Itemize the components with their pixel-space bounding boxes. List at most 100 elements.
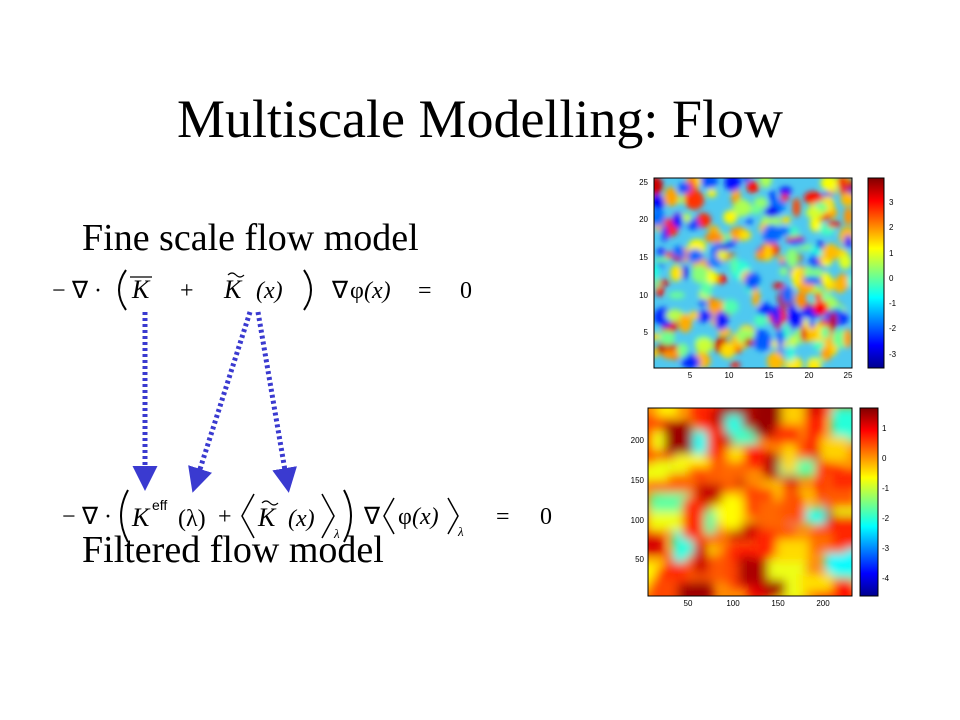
fine-field-blob: [781, 286, 794, 304]
fine-field-blob: [673, 255, 681, 262]
filtered-field-block: [648, 535, 664, 555]
fine-map-colorbar: [867, 177, 885, 369]
filtered-y-tick: 100: [631, 516, 645, 525]
fine-colorbar-ticks: 3 2 1 0 -1 -2 -3: [889, 198, 897, 359]
fine-y-tick: 20: [639, 215, 648, 224]
filtered-cbar-tick: -1: [882, 484, 890, 493]
fine-field-blob: [672, 212, 684, 228]
eq1-left-paren: [118, 269, 127, 311]
fine-field-blob: [744, 272, 761, 290]
eq2-left-angle: [241, 493, 255, 539]
fine-field-blob: [678, 313, 692, 333]
fine-field-blob: [803, 191, 823, 205]
fine-field-blob: [826, 221, 842, 228]
fine-cbar-tick: 2: [889, 223, 894, 232]
fine-field-blob: [787, 344, 795, 363]
fine-field-blob: [694, 178, 702, 187]
fine-field-blob: [781, 216, 791, 225]
eq2-lambda-sub-2: λ: [457, 524, 464, 539]
fine-field-blob: [715, 311, 728, 331]
fine-field-blob: [757, 306, 775, 316]
filtered-x-tick: 100: [726, 599, 740, 608]
filtered-map-frame: [647, 407, 853, 597]
filtered-cbar-tick: 1: [882, 424, 887, 433]
filtered-field-block: [656, 408, 679, 418]
filtered-field-block: [693, 543, 709, 574]
bullet-fine-scale: Fine scale flow model: [82, 217, 419, 259]
fine-field-blob: [768, 189, 776, 205]
fine-field-blob: [840, 192, 852, 207]
fine-field-blob: [838, 178, 847, 195]
fine-y-tick: 10: [639, 291, 648, 300]
fine-field-blob: [784, 356, 803, 368]
fine-field-blob: [767, 351, 784, 368]
fine-field-blob: [732, 199, 752, 217]
fine-map-y-ticks: 25 20 15 10 5: [639, 178, 648, 337]
fine-field-blob: [792, 197, 801, 218]
fine-field-blob: [752, 288, 760, 307]
fine-field-blob: [665, 309, 684, 322]
fine-map-frame: [653, 177, 853, 369]
fine-x-tick: 25: [844, 371, 853, 380]
fine-field-blob: [700, 280, 713, 297]
fine-field-blob: [821, 243, 840, 261]
fine-field-blob: [809, 327, 817, 340]
fine-field-blob: [789, 304, 796, 322]
fine-field-blob: [786, 226, 799, 238]
fine-field-blob: [817, 202, 829, 213]
eq2-minus: −: [62, 504, 76, 530]
fine-field-blob: [778, 255, 785, 264]
eq2-K-arg: (x): [288, 506, 315, 532]
filtered-field-block: [741, 445, 765, 467]
filtered-cbar-tick: -2: [882, 514, 890, 523]
fine-field-blob: [681, 355, 701, 368]
eq2-K: K: [131, 503, 151, 532]
filtered-map-x-ticks: 50 100 150 200: [684, 599, 831, 608]
eq2-left-paren: [120, 489, 129, 543]
fine-field-blob: [745, 217, 753, 225]
fine-field-blob: [722, 299, 739, 315]
eq1-right-paren: [303, 269, 312, 311]
fine-field-blob: [785, 248, 799, 268]
filtered-field-block: [831, 408, 852, 443]
fine-field-blob: [689, 310, 700, 321]
filtered-field-block: [754, 529, 774, 559]
fine-field-blob: [843, 328, 852, 349]
eq1-zero: 0: [460, 278, 472, 304]
fine-field-blob: [706, 258, 722, 268]
filtered-y-tick: 200: [631, 436, 645, 445]
eq1-plus: +: [180, 278, 194, 304]
fine-field-blob: [810, 216, 822, 232]
fine-field-blob: [780, 193, 790, 202]
eq1-tilde: [227, 272, 245, 278]
filtered-field-block: [674, 450, 710, 467]
eq1-phi-arg: (x): [364, 278, 391, 304]
filtered-x-tick: 150: [771, 599, 785, 608]
fine-field-blob: [696, 212, 712, 228]
fine-field-blob: [659, 330, 676, 346]
fine-field-blob: [820, 178, 838, 191]
fine-field-blob: [763, 244, 773, 262]
filtered-field-block: [830, 471, 852, 490]
eq2-tilde: [261, 500, 279, 506]
fine-field-blob: [680, 265, 690, 280]
filtered-field-block: [815, 408, 833, 416]
eq2-phi-arg: (x): [412, 504, 439, 530]
fine-map-field: [654, 178, 852, 368]
bullet-filtered: Filtered flow model: [82, 529, 384, 571]
fine-field-blob: [753, 197, 768, 207]
filtered-field-map: 50 100 150 200 200 150 100 50 1 0 -1 -2 …: [631, 407, 890, 608]
fine-field-blob: [844, 235, 852, 249]
fine-y-tick: 25: [639, 178, 648, 187]
filtered-field-block: [820, 436, 849, 462]
fine-x-tick: 15: [765, 371, 774, 380]
fine-field-blob: [718, 250, 727, 260]
equation-filtered: − ∇ · K eff (λ) + K (x) λ ∇ φ (x) λ = 0: [62, 489, 552, 543]
fine-field-blob: [795, 291, 807, 309]
eq2-right-angle: [321, 493, 335, 539]
fine-field-blob: [730, 256, 738, 274]
eq2-equals: =: [496, 504, 510, 530]
fine-field-blob: [654, 263, 659, 280]
filtered-field-block: [781, 444, 797, 473]
